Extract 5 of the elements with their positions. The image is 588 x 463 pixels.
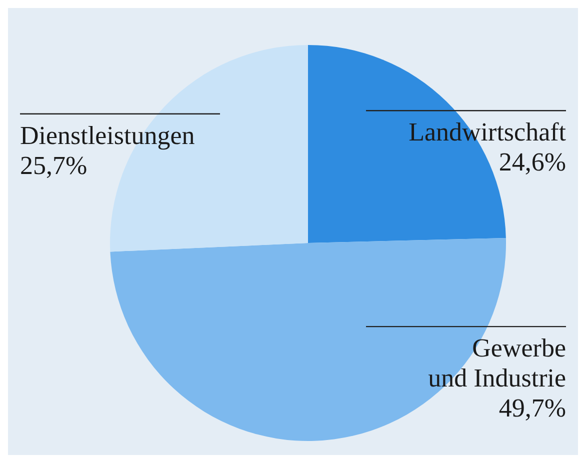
data-label: 24,6% <box>498 148 566 177</box>
data-label: 25,7% <box>20 150 88 180</box>
slice-label: Dienstleistungen <box>20 120 195 150</box>
data-label: 49,7% <box>498 394 566 423</box>
slice-label: Gewerbe und Industrie <box>428 334 566 393</box>
